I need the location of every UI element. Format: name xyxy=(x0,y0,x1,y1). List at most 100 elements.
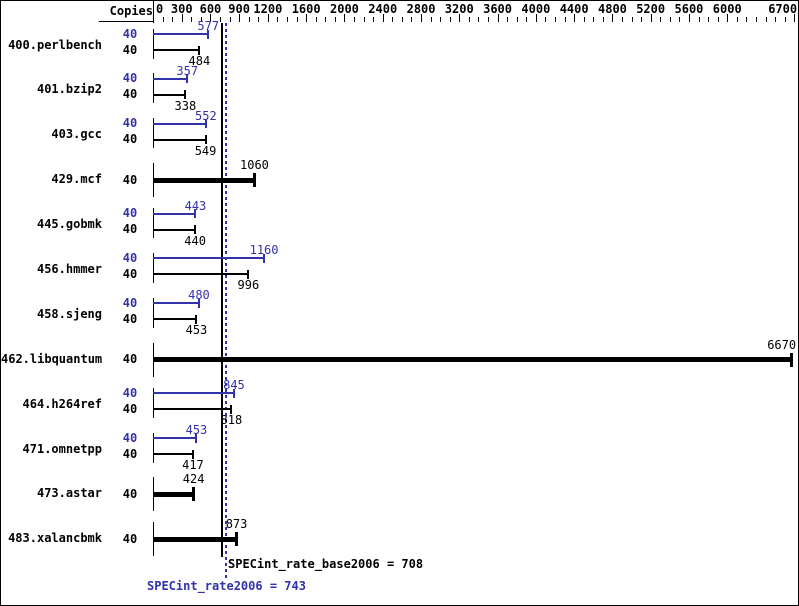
bar-end-cap xyxy=(184,90,187,100)
axis-minor-tick xyxy=(564,17,566,22)
bar-end-cap xyxy=(195,433,198,443)
bar-end-cap xyxy=(232,388,235,398)
bar-end-cap xyxy=(252,173,256,188)
axis-minor-tick xyxy=(736,17,738,22)
result-bar xyxy=(153,453,193,455)
axis-minor-tick xyxy=(401,17,403,22)
axis-major-tick xyxy=(497,14,499,22)
bar-end-cap xyxy=(263,253,265,263)
copies-value: 40 xyxy=(122,385,138,400)
axis-minor-tick xyxy=(631,17,633,22)
axis-tick-label: 4000 xyxy=(521,2,551,16)
bar-end-cap xyxy=(198,45,201,55)
copies-value: 40 xyxy=(122,26,138,41)
axis-minor-tick xyxy=(698,17,700,22)
axis-minor-tick xyxy=(363,17,365,22)
x-axis: 0 300 600 900 1200 1600 2000 2400 2800 3200 3600 40… xyxy=(1,1,798,23)
base-value: 424 xyxy=(182,472,205,487)
axis-tick-label: 4400 xyxy=(559,2,589,16)
axis-major-tick xyxy=(181,14,183,22)
axis-tick-label: 2400 xyxy=(368,2,398,16)
copies-value: 40 xyxy=(122,486,138,501)
axis-minor-tick xyxy=(669,17,671,22)
result-bar xyxy=(153,77,188,80)
axis-minor-tick xyxy=(449,17,451,22)
base-value: 818 xyxy=(220,413,243,428)
axis-tick-label: 300 xyxy=(170,2,193,16)
peak-value: 552 xyxy=(195,108,217,123)
axis-minor-tick xyxy=(430,17,432,22)
row-baseline-tick xyxy=(153,208,154,238)
axis-minor-tick xyxy=(392,17,394,22)
axis-major-tick xyxy=(650,14,652,22)
row-baseline-tick xyxy=(153,252,154,283)
axis-major-tick xyxy=(727,14,729,22)
axis-minor-tick xyxy=(220,17,221,22)
benchmark-label: 403.gcc xyxy=(51,127,102,142)
axis-minor-tick xyxy=(545,17,547,22)
axis-tick-label: 3600 xyxy=(483,2,512,16)
summary-peak-metric: SPECint_rate2006 = 743 xyxy=(147,579,306,593)
row-baseline-tick xyxy=(153,118,154,149)
row-baseline-tick xyxy=(153,297,154,328)
benchmark-label: 462.libquantum xyxy=(1,351,103,366)
bar-end-cap xyxy=(207,29,210,39)
result-bar xyxy=(153,212,196,215)
bar-end-cap xyxy=(197,298,200,308)
axis-minor-tick xyxy=(679,17,681,22)
base-value: 338 xyxy=(174,98,197,113)
copies-value: 40 xyxy=(122,87,138,102)
bar-end-cap xyxy=(186,74,189,84)
result-bar-thick xyxy=(153,536,237,542)
row-baseline-tick xyxy=(153,387,154,418)
result-bar xyxy=(153,257,264,260)
axis-minor-tick xyxy=(621,17,623,22)
peak-value: 453 xyxy=(185,423,208,437)
axis-minor-tick xyxy=(468,17,470,22)
axis-minor-tick xyxy=(784,17,786,22)
bar-end-cap xyxy=(204,135,207,145)
axis-major-tick xyxy=(612,14,614,22)
summary-base-metric: SPECint_rate_base2006 = 708 xyxy=(228,557,424,571)
row-baseline-tick xyxy=(153,28,154,59)
axis-tick-label: 900 xyxy=(228,2,250,16)
axis-minor-tick xyxy=(554,17,556,22)
copies-value: 40 xyxy=(122,206,138,220)
benchmark-label: 483.xalancbmk xyxy=(8,531,102,546)
peak-value: 443 xyxy=(184,198,207,213)
axis-minor-tick xyxy=(315,17,317,22)
copies-column-header: Copies xyxy=(109,4,153,18)
result-bar xyxy=(153,302,199,305)
row-baseline-tick xyxy=(153,73,154,104)
axis-minor-tick xyxy=(191,17,193,22)
axis-minor-tick xyxy=(583,17,585,22)
axis-tick-label: 600 xyxy=(199,2,222,16)
axis-minor-tick xyxy=(229,17,231,22)
axis-tick-label: 2800 xyxy=(406,2,436,16)
copies-value: 40 xyxy=(122,531,138,546)
axis-tick-label: 6000 xyxy=(712,2,742,16)
result-bar-thick xyxy=(153,357,792,363)
base-value: 440 xyxy=(184,233,206,248)
copies-value: 40 xyxy=(122,132,138,147)
bar-end-cap xyxy=(204,119,207,129)
axis-minor-tick xyxy=(765,17,767,22)
bar-end-cap xyxy=(230,404,233,414)
axis-minor-tick xyxy=(334,17,336,22)
bar-end-cap xyxy=(194,209,197,218)
axis-tick-label: 6700 xyxy=(768,2,798,16)
axis-tick-label: 5600 xyxy=(674,2,704,16)
axis-major-tick xyxy=(210,14,212,22)
axis-minor-tick xyxy=(277,17,279,22)
axis-tick-label: 2000 xyxy=(330,2,359,16)
result-bar xyxy=(153,273,249,276)
axis-minor-tick xyxy=(775,17,776,22)
axis-tick-label: 1200 xyxy=(253,2,283,16)
copies-value: 40 xyxy=(122,250,138,265)
axis-tick-label: 0 xyxy=(156,2,164,16)
copies-value: 40 xyxy=(122,42,138,57)
copies-value: 40 xyxy=(122,116,138,131)
axis-minor-tick xyxy=(507,17,509,22)
bar-end-cap xyxy=(195,314,198,324)
axis-major-tick xyxy=(688,14,690,22)
